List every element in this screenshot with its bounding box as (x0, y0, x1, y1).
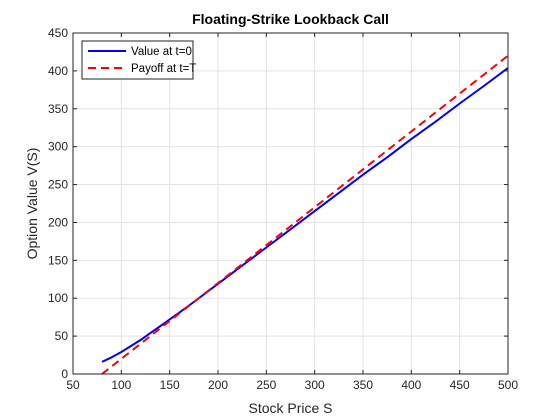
series-layer (101, 54, 509, 375)
legend: Value at t=0 Payoff at t=T (81, 40, 196, 80)
y-tick-label: 0 (61, 367, 68, 381)
y-tick-label: 400 (48, 64, 68, 78)
ticks: 50 100 150 200 250 300 350 400 450 50005010015020… (48, 26, 518, 392)
chart-title: Floating-Strike Lookback Call (192, 11, 389, 27)
x-axis-title: Stock Price S (248, 400, 332, 416)
series-line-value-at-t0 (101, 67, 509, 363)
x-tick-label: 450 (450, 378, 470, 392)
series-line-payoff-at-T (101, 54, 509, 375)
x-tick-label: 300 (305, 378, 325, 392)
legend-label: Payoff at t=T (131, 63, 196, 75)
y-tick-label: 100 (48, 291, 68, 305)
x-tick-label: 100 (111, 378, 131, 392)
x-tick-label: 250 (256, 378, 276, 392)
y-tick-label: 250 (48, 178, 68, 192)
x-tick-label: 500 (498, 378, 518, 392)
y-tick-label: 300 (48, 140, 68, 154)
legend-label: Value at t=0 (131, 46, 192, 58)
x-tick-label: 200 (208, 378, 228, 392)
y-axis-title: Option Value V(S) (24, 148, 40, 260)
y-tick-label: 50 (55, 329, 69, 343)
y-tick-label: 200 (48, 215, 68, 229)
y-tick-label: 450 (48, 26, 68, 40)
x-tick-label: 400 (401, 378, 421, 392)
y-tick-label: 350 (48, 102, 68, 116)
x-tick-label: 350 (353, 378, 373, 392)
x-tick-label: 50 (66, 378, 80, 392)
x-tick-label: 150 (160, 378, 180, 392)
axes-frame (72, 32, 509, 375)
plot-area (73, 33, 508, 374)
legend-box (81, 40, 194, 80)
y-tick-label: 150 (48, 253, 68, 267)
